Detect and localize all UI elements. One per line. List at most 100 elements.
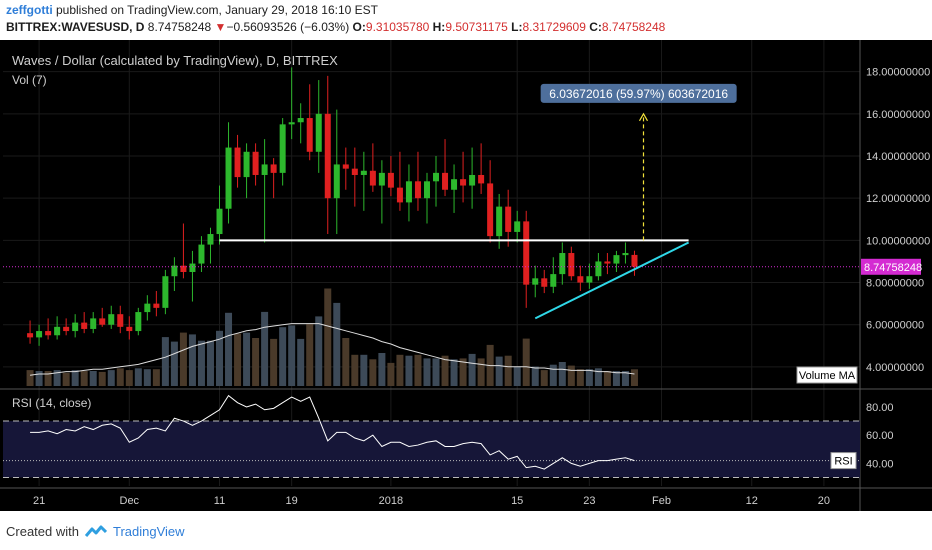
volume-bar [567,365,575,386]
candle-body [333,164,340,199]
candle-body [478,174,485,184]
candle-body [306,118,313,152]
price-change: −0.56093526 (−6.03%) [226,20,350,34]
volume-bar [414,354,422,386]
candle-body [171,265,178,277]
candle-body [288,122,295,125]
volume-bar [396,354,404,386]
volume-bar [531,366,539,386]
candle-body [423,181,430,199]
last-price-tag-label: 8.74758248 [864,262,922,274]
rsi-tag-label: RSI [834,456,852,468]
time-axis-label: Dec [120,495,140,507]
volume-bar [333,302,341,386]
candle-body [234,147,241,178]
volume-bar [621,371,629,386]
time-axis-label: Feb [652,495,671,507]
low-value: 8.31729609 [522,20,586,34]
volume-bar [143,369,151,386]
volume-bar [378,353,386,386]
time-axis-label: 19 [286,495,298,507]
volume-bar [423,358,431,386]
price-chart[interactable]: 6.03672016 (59.97%) 603672016 Waves / Dol… [0,40,932,516]
high-value: 9.50731175 [445,20,508,34]
candle-body [360,170,367,175]
volume-bar [324,288,332,386]
candle-body [613,255,620,264]
volume-bar [152,369,160,386]
candle-body [144,303,151,313]
volume-bar [188,334,196,386]
candle-body [541,278,548,287]
volume-bar [477,358,485,386]
volume-bar [270,338,278,386]
candle-body [631,254,638,267]
volume-bar [161,337,169,386]
ascending-trendline [534,241,690,320]
price-axis-label: 14.00000000 [866,151,930,163]
low-label: L: [511,20,523,34]
open-value: 9.31035780 [365,20,430,34]
chart-title: Waves / Dollar (calculated by TradingVie… [12,53,338,68]
volume-bar [351,354,359,386]
rsi-band [3,421,860,478]
volume-bar [360,354,368,386]
candle-body [451,179,458,190]
candle-body [577,276,584,283]
rsi-axis-label: 40.00 [866,458,894,470]
volume-bar [80,371,88,386]
tradingview-brand-link[interactable]: TradingView [112,524,185,539]
rsi-axis-label: 80.00 [866,402,894,414]
candle-body [568,253,575,277]
candle-body [252,151,259,175]
candle-body [523,221,530,285]
volume-bar [513,366,521,386]
tradingview-logo-icon [84,525,107,537]
volume-bar [297,338,305,386]
author-link[interactable]: zeffgotti [6,3,53,17]
time-axis-label: 23 [583,495,595,507]
time-axis-label: 11 [214,495,225,507]
candle-body [487,183,494,237]
volume-bar [306,323,314,386]
rsi-line [30,394,635,470]
candle-body [315,113,322,152]
volume-bar [459,358,467,386]
volume-bar [225,312,233,386]
volume-bar [261,311,269,386]
time-axis-label: 20 [818,495,830,507]
candle-body [180,265,187,272]
candle-body [550,274,557,287]
volume-bar [405,355,413,386]
volume-bar [125,370,133,386]
rsi-title: RSI (14, close) [12,396,91,410]
time-axis-label: 2018 [379,495,403,507]
volume-title: Vol (7) [12,73,47,87]
candle-body [414,181,421,199]
candle-body [342,164,349,169]
volume-bar [288,325,296,386]
candle-body [54,326,61,336]
candle-body [135,312,142,332]
volume-bar [98,371,106,386]
volume-bar [134,368,142,386]
volume-bar [53,370,61,386]
volume-bar [441,355,449,386]
candle-body [207,234,214,245]
candle-body [586,276,593,283]
price-axis-label: 4.00000000 [866,362,924,374]
candle-body [604,261,611,264]
footer: Created with TradingView [6,524,185,539]
time-axis-label: 15 [511,495,523,507]
candle-body [27,333,34,338]
volume-bar [342,338,350,386]
volume-bar [612,371,620,386]
high-label: H: [432,20,446,34]
down-arrow-icon: ▼ [214,20,227,34]
candle-body [99,318,106,325]
symbol-name: BITTREX:WAVESUSD, D [6,20,145,34]
volume-bar [594,368,602,386]
header-line-1: zeffgotti published on TradingView.com, … [6,3,378,17]
candle-body [442,172,449,190]
volume-bar [603,371,611,386]
